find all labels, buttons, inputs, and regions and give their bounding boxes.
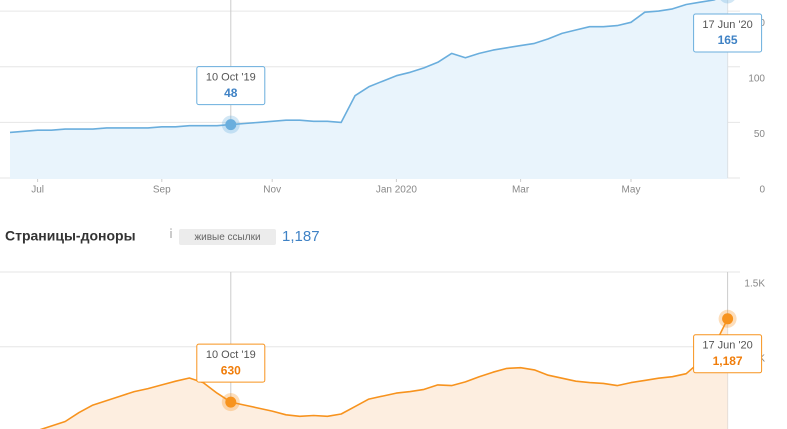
tooltip-date: 17 Jun '20 (702, 340, 752, 352)
tooltip-value: 630 (221, 363, 241, 377)
highlight-dot (722, 313, 734, 325)
highlight-halo (720, 0, 735, 4)
area (10, 0, 728, 179)
plot (39, 318, 729, 429)
y-tick-label: 0 (759, 185, 765, 196)
badge-label: живые ссылки (194, 232, 260, 243)
x-tick-label: Mar (512, 185, 530, 196)
tooltip (196, 66, 266, 106)
y-tick-label: 50 (754, 129, 766, 140)
tooltip (693, 13, 763, 53)
plot (9, 0, 728, 179)
x-tick-label: Jan 2020 (376, 185, 418, 196)
summary-value: 1,187 (282, 228, 320, 245)
tooltip (693, 334, 763, 374)
line (9, 0, 716, 134)
highlight-dot (225, 119, 237, 131)
info-icon (170, 228, 172, 238)
y-tick-label: 100 (748, 73, 765, 84)
y-tick-label: 1.5K (744, 279, 765, 290)
area (42, 318, 728, 429)
chart-title: Страницы-доноры (5, 228, 136, 244)
badge (179, 229, 276, 245)
tooltip-date: 10 Oct '19 (206, 349, 256, 361)
tooltip (196, 343, 266, 383)
tooltip-value: 1,187 (713, 354, 743, 368)
tooltip-date: 10 Oct '19 (206, 72, 256, 84)
x-tick-label: May (622, 185, 641, 196)
x-tick-label: Jul (31, 185, 44, 196)
x-tick-label: Nov (263, 185, 281, 196)
highlight-dot (225, 396, 237, 408)
line (39, 318, 729, 429)
tooltip-date: 17 Jun '20 (702, 19, 752, 31)
x-tick-label: Sep (153, 185, 171, 196)
tooltip-value: 165 (718, 33, 738, 47)
tooltip-value: 48 (224, 86, 238, 100)
